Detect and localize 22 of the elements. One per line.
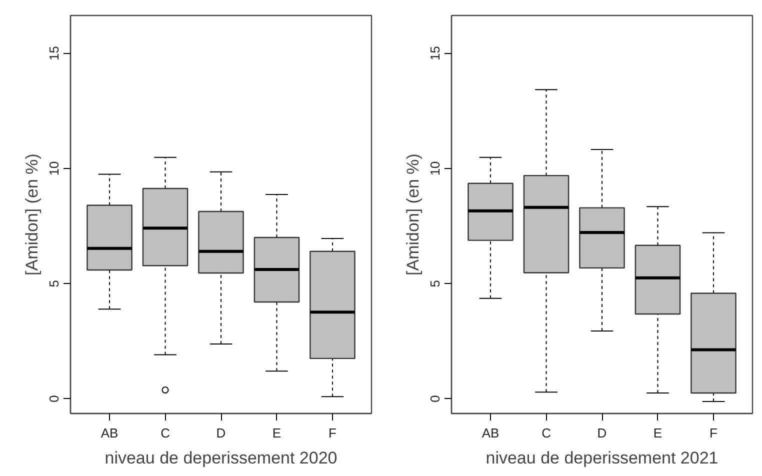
x-tick-label: F	[710, 426, 718, 440]
y-tick-label: 5	[428, 280, 442, 288]
y-tick-label: 15	[46, 46, 62, 61]
x-tick-label: E	[272, 426, 282, 440]
x-tick-label: D	[216, 426, 226, 440]
x-tick-label: E	[653, 426, 662, 440]
x-tick-label: F	[328, 426, 337, 440]
x-tick-label: AB	[482, 426, 500, 440]
y-tick-label: 0	[428, 395, 442, 402]
y-axis-title: [Amidon] (en %)	[22, 154, 42, 276]
x-tick-label: C	[542, 426, 551, 440]
x-tick-label: AB	[100, 426, 118, 440]
x-tick-label: C	[160, 426, 170, 440]
x-axis-title: niveau de deperissement 2020	[104, 448, 338, 468]
x-axis-title: niveau de deperissement 2021	[486, 448, 718, 468]
y-tick-label: 10	[428, 161, 442, 176]
y-tick-label: 15	[428, 46, 442, 61]
y-tick-label: 0	[46, 395, 62, 402]
y-tick-label: 5	[46, 280, 62, 288]
x-tick-label: D	[597, 426, 607, 440]
y-tick-label: 10	[46, 161, 62, 176]
y-axis-title: [Amidon] (en %)	[404, 154, 422, 276]
